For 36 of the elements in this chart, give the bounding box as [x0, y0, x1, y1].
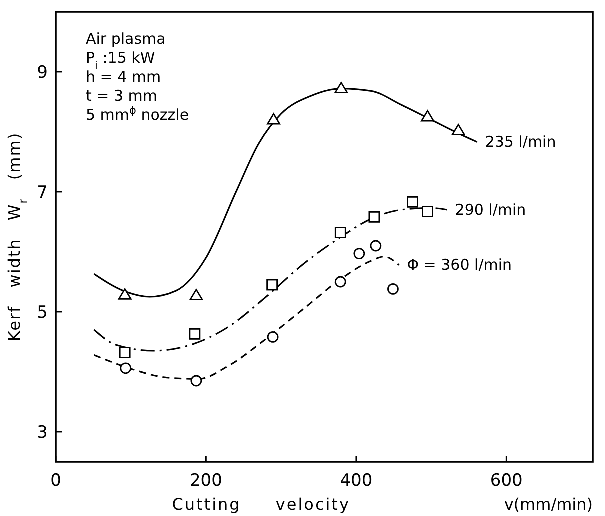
y-tick-label: 5 — [37, 303, 48, 323]
point — [388, 284, 399, 295]
point — [190, 375, 202, 387]
x-axis-title: Cutting velocity — [172, 495, 350, 514]
series-label: 235 l/min — [485, 133, 556, 152]
point — [354, 248, 366, 260]
point — [422, 206, 434, 218]
x-tick-label: 200 — [190, 471, 222, 491]
series-label: Φ = 360 l/min — [407, 256, 512, 274]
x-tick-label: 0 — [50, 471, 62, 491]
point — [334, 276, 346, 288]
point — [118, 288, 132, 300]
text: v(mm/min) — [504, 495, 593, 514]
series-label: 290 l/min — [455, 201, 526, 219]
point — [267, 332, 279, 343]
annotation: Air plasma — [86, 30, 166, 48]
annotation: t = 3 mm — [86, 87, 158, 105]
point — [119, 347, 131, 358]
point — [189, 328, 201, 340]
y-tick-label: 7 — [37, 183, 48, 203]
x-tick-label: 400 — [340, 471, 373, 491]
point — [407, 196, 418, 208]
point — [334, 82, 348, 94]
y-tick-label: 9 — [37, 63, 48, 83]
point — [370, 240, 382, 252]
point — [334, 227, 346, 238]
point — [421, 110, 434, 122]
point — [267, 113, 281, 125]
point — [190, 289, 204, 300]
annotation: 5 mm$^{ϕ}$ nozzle — [86, 105, 190, 124]
point — [266, 279, 278, 291]
point — [452, 124, 466, 136]
point — [368, 212, 380, 223]
point — [120, 362, 132, 374]
x-tick-label: 600 — [490, 471, 523, 491]
y-tick-label: 3 — [37, 423, 48, 443]
